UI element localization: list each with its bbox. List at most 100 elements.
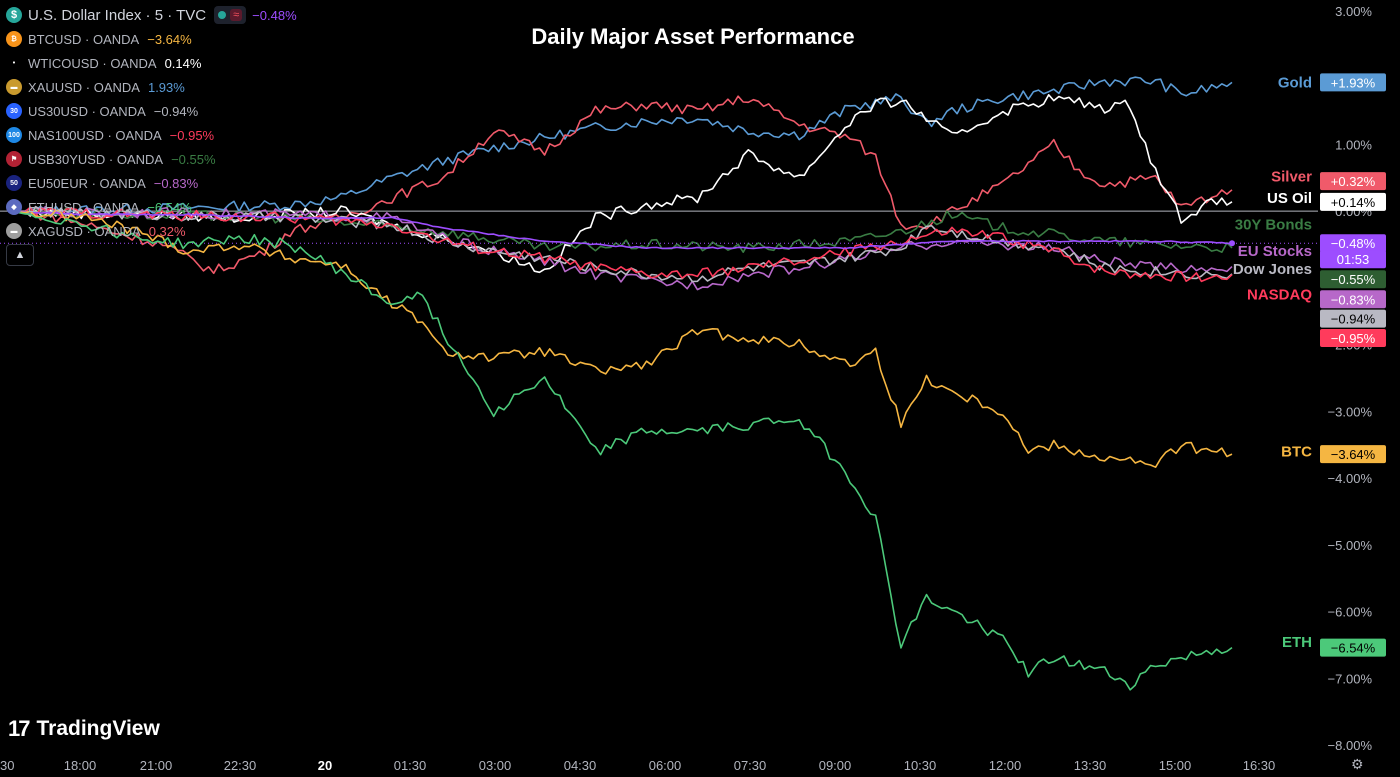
price-tag-label: −0.83% (1331, 292, 1376, 307)
us-flag-icon: ⚑ (6, 151, 22, 167)
legend-item[interactable]: ▬ XAGUSD · OANDA 0.32% (6, 219, 297, 243)
legend-item-name: US30USD · OANDA (28, 103, 146, 119)
price-tag-label: +0.14% (1331, 195, 1376, 210)
us30-icon: 30 (6, 103, 22, 119)
oil-drop-icon: • (6, 55, 22, 71)
price-tag (1320, 290, 1386, 309)
silver-bar-icon: ▬ (6, 223, 22, 239)
x-tick-label: 06:00 (649, 758, 682, 773)
legend: $ U.S. Dollar Index · 5 · TVC ≈ −0.48% ₿… (6, 3, 297, 243)
series-label: Silver (1271, 168, 1312, 185)
legend-item-value: −0.83% (153, 175, 199, 191)
legend-item-name: BTCUSD · OANDA (28, 31, 140, 47)
tradingview-logo-icon: 17 (8, 716, 31, 741)
series-label: ETH (1282, 634, 1312, 651)
y-tick-label: −3.00% (1328, 404, 1373, 419)
legend-item-value: −0.95% (169, 127, 215, 143)
legend-item-name: XAGUSD · OANDA (28, 223, 141, 239)
legend-item[interactable]: ₿ BTCUSD · OANDA −3.64% (6, 27, 297, 51)
ethereum-icon: ◆ (6, 199, 22, 215)
x-tick-label: 04:30 (564, 758, 597, 773)
y-tick-label: 1.00% (1335, 137, 1372, 152)
x-tick-label: 13:30 (1074, 758, 1107, 773)
legend-item[interactable]: • WTICOUSD · OANDA 0.14% (6, 51, 297, 75)
price-tag (1320, 234, 1386, 253)
x-tick-label: 30 (0, 758, 14, 773)
series-line-nasdaq (9, 206, 1233, 283)
series-line-dxy (9, 210, 1233, 250)
x-tick-label: 03:00 (479, 758, 512, 773)
y-tick-label: 3.00% (1335, 4, 1372, 19)
x-tick-label: 16:30 (1243, 758, 1276, 773)
price-tag (1320, 638, 1386, 657)
legend-item-value: 0.14% (164, 55, 202, 71)
tradingview-logo[interactable]: 17 TradingView (8, 716, 160, 742)
legend-item[interactable]: ▬ XAUUSD · OANDA 1.93% (6, 75, 297, 99)
legend-item-name: ETHUSD · OANDA (28, 199, 140, 215)
legend-item-name: WTICOUSD · OANDA (28, 55, 157, 71)
x-tick-label: 09:00 (819, 758, 852, 773)
x-tick-label: 10:30 (904, 758, 937, 773)
legend-item-name: EU50EUR · OANDA (28, 175, 146, 191)
price-tag-label: +1.93% (1331, 75, 1376, 90)
price-tag-label: −0.95% (1331, 331, 1376, 346)
price-tag-label: −0.94% (1331, 312, 1376, 327)
x-tick-label: 15:00 (1159, 758, 1192, 773)
series-line-30y-bonds (9, 207, 1233, 253)
series-line-silver (9, 95, 1233, 275)
price-tag (1320, 250, 1386, 269)
x-tick-label: 12:00 (989, 758, 1022, 773)
legend-item[interactable]: 50 EU50EUR · OANDA −0.83% (6, 171, 297, 195)
dxy-last-point (1229, 240, 1235, 247)
settings-icon[interactable]: ⚙ (1351, 756, 1364, 772)
y-tick-label: −7.00% (1328, 671, 1373, 686)
tradingview-wordmark: TradingView (36, 717, 160, 740)
legend-item[interactable]: 100 NAS100USD · OANDA −0.95% (6, 123, 297, 147)
series-line-us-oil (9, 94, 1233, 274)
price-tag (1320, 172, 1386, 191)
gold-bar-icon: ▬ (6, 79, 22, 95)
price-tag-label: +0.32% (1331, 174, 1376, 189)
legend-main-row[interactable]: $ U.S. Dollar Index · 5 · TVC ≈ −0.48% (6, 3, 297, 27)
series-label: 30Y Bonds (1235, 217, 1312, 234)
x-tick-label: 07:30 (734, 758, 767, 773)
eu50-icon: 50 (6, 175, 22, 191)
market-open-dot-icon (218, 11, 227, 19)
chevron-up-icon: ▲ (14, 249, 26, 261)
y-tick-label: −8.00% (1328, 738, 1373, 753)
x-tick-label: 22:30 (224, 758, 257, 773)
collapse-legend-button[interactable]: ▲ (6, 244, 34, 266)
legend-item-name: XAUUSD · OANDA (28, 79, 140, 95)
legend-item[interactable]: ⚑ USB30YUSD · OANDA −0.55% (6, 147, 297, 171)
legend-item-value: 0.32% (148, 223, 186, 239)
series-label: Gold (1278, 74, 1312, 91)
series-label: EU Stocks (1238, 243, 1312, 260)
chart-title: Daily Major Asset Performance (531, 24, 855, 49)
legend-item-name: USB30YUSD · OANDA (28, 151, 164, 167)
legend-item-value: −6.54% (147, 199, 192, 215)
series-label: Dow Jones (1233, 261, 1312, 278)
series-label: BTC (1281, 443, 1312, 460)
series-line-btc (9, 209, 1233, 468)
price-tag (1320, 192, 1386, 211)
series-line-dow-jones (9, 205, 1233, 283)
price-tag-label: −6.54% (1331, 641, 1376, 656)
legend-main-name: U.S. Dollar Index · 5 · TVC (28, 6, 207, 24)
series-line-eth (9, 210, 1233, 691)
price-tag (1320, 309, 1386, 328)
legend-item[interactable]: ◆ ETHUSD · OANDA −6.54% (6, 195, 297, 219)
price-tag-label: −0.55% (1331, 272, 1376, 287)
legend-item-value: −0.94% (153, 103, 199, 119)
legend-item-value: −0.55% (171, 151, 216, 167)
market-status-badge[interactable]: ≈ (214, 6, 247, 24)
wave-icon: ≈ (230, 9, 243, 21)
legend-item[interactable]: 30 US30USD · OANDA −0.94% (6, 99, 297, 123)
x-tick-label: 01:30 (394, 758, 427, 773)
price-tag (1320, 270, 1386, 289)
series-label: US Oil (1267, 190, 1312, 207)
series-line-gold (9, 76, 1233, 216)
legend-item-name: NAS100USD · OANDA (28, 127, 162, 143)
y-tick-label: −4.00% (1328, 471, 1373, 486)
price-tag-label: −3.64% (1331, 447, 1376, 462)
